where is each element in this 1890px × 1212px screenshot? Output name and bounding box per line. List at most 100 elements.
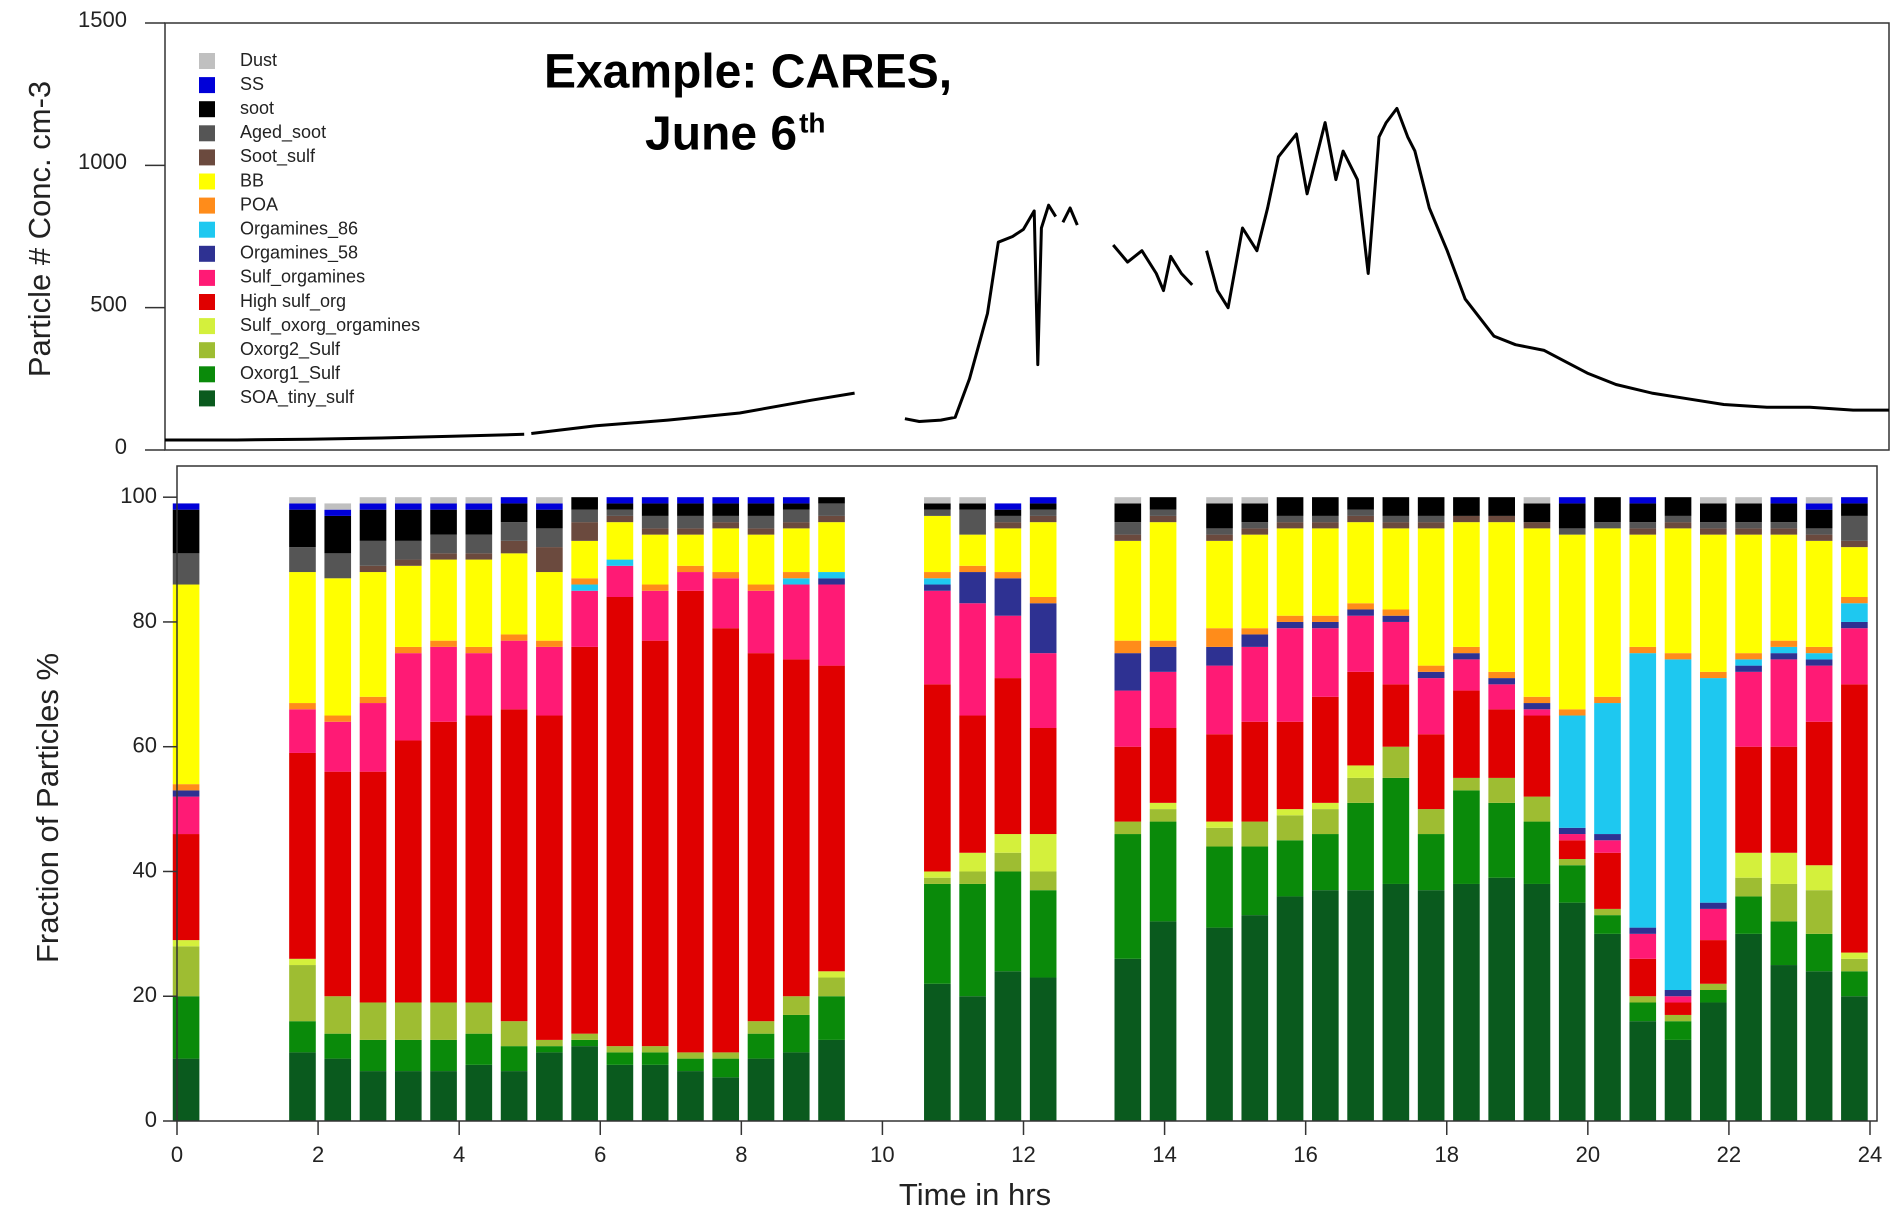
bar-segment: [924, 578, 951, 585]
bar-segment: [1735, 671, 1762, 747]
bar-segment: [1629, 522, 1657, 529]
bar-segment: [712, 578, 740, 629]
bar-segment: [324, 771, 352, 997]
bar-segment: [1770, 646, 1798, 654]
bar-segment: [430, 721, 457, 1003]
x-tick-label: 18: [1435, 1142, 1459, 1167]
bar-segment: [1805, 509, 1833, 529]
bar-segment: [1029, 871, 1057, 891]
bar-segment: [1805, 528, 1833, 535]
bar-segment: [536, 646, 563, 716]
legend-swatch: [199, 269, 215, 286]
bar-segment: [959, 572, 986, 604]
bar-segment: [818, 1039, 845, 1121]
bar-segment: [324, 1033, 352, 1059]
bar-segment: [536, 640, 563, 647]
bar-segment: [1523, 796, 1551, 822]
bar-segment: [1558, 827, 1586, 835]
bar-segment: [1664, 1014, 1692, 1022]
bar-segment: [1276, 809, 1304, 816]
bar-segment: [1347, 522, 1374, 604]
bar-segment: [1735, 528, 1762, 535]
bar-segment: [465, 534, 493, 554]
bar-segment: [1347, 890, 1374, 1121]
bar-segment: [1029, 728, 1057, 835]
bar-segment: [1629, 528, 1657, 535]
bar-segment: [1488, 877, 1515, 1121]
bar-segment: [641, 1064, 669, 1121]
legend-swatch: [199, 53, 215, 69]
bar-segment: [1114, 653, 1142, 691]
bar-segment: [994, 509, 1022, 516]
bar-segment: [641, 503, 669, 516]
bar-segment: [1841, 621, 1868, 629]
bar-segment: [1417, 522, 1445, 529]
legend-swatch: [199, 125, 215, 142]
bar-segment: [1558, 859, 1586, 866]
bar-segment: [1699, 522, 1727, 529]
bar-segment: [1312, 802, 1339, 810]
bar-segment: [1805, 534, 1833, 541]
y-tick-label: 80: [133, 608, 157, 633]
legend-label: soot: [240, 98, 274, 118]
bar-segment: [1558, 715, 1586, 828]
bar-segment: [571, 578, 598, 585]
bar-segment: [1805, 933, 1833, 972]
bar-segment: [1629, 497, 1657, 504]
bar-segment: [1770, 522, 1798, 529]
y-tick-label: 20: [133, 982, 157, 1007]
bar-segment: [1241, 846, 1269, 916]
bar-segment: [1114, 821, 1142, 835]
bar-segment: [1114, 746, 1142, 822]
bar-segment: [1699, 671, 1727, 679]
bar-segment: [1312, 522, 1339, 529]
bar-segment: [959, 534, 986, 566]
bar-segment: [1488, 678, 1515, 685]
legend-label: Orgamines_58: [240, 243, 358, 264]
bar-segment: [1594, 915, 1621, 934]
bar-segment: [1699, 908, 1727, 941]
bar-segment: [1805, 865, 1833, 891]
bar-segment: [359, 503, 387, 510]
bar-segment: [924, 871, 951, 878]
bar-segment: [394, 509, 422, 541]
bar-segment: [1149, 921, 1177, 1121]
bar-segment: [677, 534, 704, 566]
legend-label: SOA_tiny_sulf: [240, 387, 355, 408]
bar-segment: [1735, 503, 1762, 523]
bar-segment: [1149, 821, 1177, 922]
y-tick-label: 0: [145, 1107, 157, 1132]
bar-segment: [536, 509, 563, 529]
bar-segment: [536, 1052, 563, 1121]
bar-segment: [1029, 653, 1057, 728]
bar-segment: [959, 871, 986, 884]
legend-label: Dust: [240, 50, 277, 70]
bar-segment: [1841, 628, 1868, 685]
bar-segment: [289, 703, 316, 710]
bar-segment: [1699, 990, 1727, 1003]
bar-segment: [394, 503, 422, 510]
bar-segment: [782, 572, 810, 579]
bar-segment: [289, 752, 316, 959]
bar-segment: [1594, 908, 1621, 916]
bar-segment: [641, 1052, 669, 1065]
bar-segment: [1347, 609, 1374, 616]
bar-segment: [994, 528, 1022, 573]
bar-segment: [1558, 865, 1586, 903]
bar-segment: [641, 590, 669, 641]
x-tick-label: 8: [735, 1142, 747, 1167]
bar-segment: [606, 1064, 634, 1121]
bar-segment: [1558, 834, 1586, 841]
bar-segment: [1488, 671, 1515, 679]
x-tick-label: 0: [171, 1142, 183, 1167]
bar-segment: [1699, 983, 1727, 990]
bar-segment: [324, 715, 352, 722]
bar-segment: [747, 534, 775, 585]
bar-segment: [430, 559, 457, 641]
bar-segment: [606, 503, 634, 510]
bar-segment: [1417, 890, 1445, 1121]
legend-label: High sulf_org: [240, 291, 346, 312]
bar-segment: [677, 590, 704, 1053]
bar-segment: [1241, 721, 1269, 822]
bar-segment: [324, 509, 352, 516]
